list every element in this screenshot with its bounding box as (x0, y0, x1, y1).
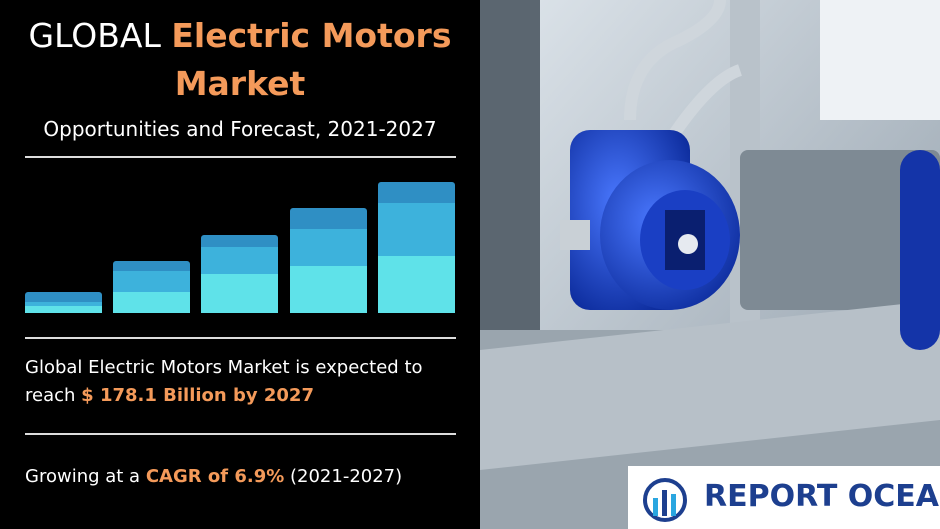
statement-line: Global Electric Motors Market is expecte… (25, 357, 423, 378)
title-highlight: Electric Motors (171, 16, 452, 55)
statement-highlight: $ 178.1 Billion by 2027 (81, 385, 314, 406)
title-line: Market (0, 64, 480, 103)
logo-icon (643, 478, 687, 522)
bar (378, 182, 455, 313)
growth-highlight: CAGR of 6.9% (145, 466, 285, 487)
bar (25, 292, 102, 313)
logo: REPORT OCEAN (628, 466, 940, 529)
growth-text: Growing at a (25, 466, 141, 487)
statement-line: reach $ 178.1 Billion by 2027 (25, 385, 314, 406)
bar (113, 261, 190, 313)
logo-text: REPORT OCEAN (704, 479, 940, 514)
text-panel: GLOBAL Electric Motors Market Opportunit… (0, 16, 480, 487)
decorative-bars (25, 182, 455, 313)
bar (201, 235, 278, 313)
divider (25, 156, 456, 158)
bar (290, 208, 367, 313)
title-line: GLOBAL Electric Motors (0, 16, 480, 55)
divider (25, 433, 456, 435)
motor-photo (480, 0, 940, 529)
growth-line: Growing at a CAGR of 6.9% (2021-2027) (25, 466, 402, 487)
title-highlight: Market (174, 64, 306, 103)
title-prefix: GLOBAL (28, 16, 161, 55)
divider (25, 337, 456, 339)
statement-text: reach (25, 385, 76, 406)
growth-period: (2021-2027) (290, 466, 403, 487)
subtitle: Opportunities and Forecast, 2021-2027 (43, 117, 437, 141)
